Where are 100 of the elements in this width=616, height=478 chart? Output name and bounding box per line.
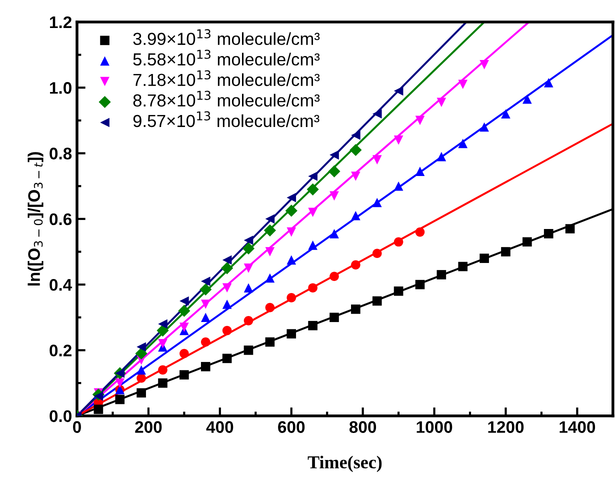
legend-label: 9.57×10$^{13}$ molecule/cm³ bbox=[133, 111, 320, 128]
point bbox=[394, 181, 404, 191]
point bbox=[458, 138, 468, 148]
point bbox=[394, 286, 404, 296]
point bbox=[264, 224, 276, 236]
y-tick-label: 0.8 bbox=[50, 148, 72, 160]
point bbox=[158, 378, 168, 388]
point bbox=[200, 283, 212, 296]
point bbox=[458, 80, 468, 90]
point bbox=[480, 254, 489, 263]
x-tick-label: 1400 bbox=[560, 421, 596, 433]
point bbox=[522, 94, 532, 104]
y-tick-label: 1.0 bbox=[50, 82, 72, 94]
x-axis-title: Time(sec) bbox=[308, 456, 382, 472]
point bbox=[351, 210, 360, 220]
point bbox=[158, 365, 168, 375]
point bbox=[351, 172, 360, 181]
point bbox=[244, 264, 254, 273]
point bbox=[480, 60, 489, 70]
x-tick-label: 400 bbox=[206, 421, 234, 433]
point bbox=[372, 109, 382, 119]
point bbox=[200, 276, 210, 286]
point bbox=[415, 116, 425, 126]
point bbox=[222, 354, 232, 364]
point bbox=[501, 247, 510, 256]
point bbox=[565, 224, 575, 234]
point bbox=[330, 272, 339, 282]
point bbox=[94, 404, 104, 414]
point bbox=[501, 109, 510, 119]
point bbox=[178, 304, 190, 317]
point bbox=[221, 262, 234, 274]
y-tick-label: 1.2 bbox=[50, 16, 72, 28]
point bbox=[244, 346, 254, 355]
point bbox=[244, 236, 254, 245]
point bbox=[180, 348, 189, 358]
point bbox=[244, 283, 254, 293]
point bbox=[330, 150, 339, 160]
point bbox=[308, 240, 318, 250]
point bbox=[458, 262, 468, 272]
point bbox=[286, 329, 296, 338]
point bbox=[415, 166, 425, 176]
point bbox=[544, 229, 554, 238]
point bbox=[222, 255, 232, 265]
point bbox=[265, 214, 275, 224]
point bbox=[222, 300, 232, 309]
point bbox=[135, 347, 148, 360]
point bbox=[394, 135, 404, 145]
point bbox=[306, 183, 319, 196]
point bbox=[285, 204, 298, 217]
point bbox=[222, 326, 232, 336]
point bbox=[350, 144, 362, 156]
point bbox=[328, 165, 340, 178]
point bbox=[286, 192, 296, 202]
point bbox=[480, 122, 489, 132]
point bbox=[436, 98, 446, 108]
point bbox=[242, 242, 255, 255]
point bbox=[308, 320, 318, 330]
point bbox=[136, 373, 146, 383]
point bbox=[436, 270, 446, 280]
point bbox=[136, 342, 146, 352]
point bbox=[330, 229, 339, 238]
y-tick-label: 0.6 bbox=[50, 213, 72, 226]
point bbox=[286, 293, 296, 302]
y-tick-label: 0.2 bbox=[50, 344, 72, 356]
point bbox=[330, 191, 339, 201]
point bbox=[180, 322, 189, 332]
legend-label: 8.78×10$^{13}$ molecule/cm³ bbox=[133, 90, 320, 107]
point bbox=[200, 312, 210, 322]
point bbox=[351, 304, 360, 314]
point bbox=[265, 302, 275, 312]
x-tick-label: 1200 bbox=[488, 421, 524, 433]
x-tick-label: 1000 bbox=[416, 421, 452, 433]
point bbox=[136, 388, 146, 398]
x-tick-label: 0 bbox=[73, 421, 81, 433]
point bbox=[180, 370, 189, 380]
legend-label: 5.58×10$^{13}$ molecule/cm³ bbox=[133, 50, 320, 66]
point bbox=[115, 394, 125, 404]
point bbox=[394, 237, 404, 247]
point bbox=[115, 378, 125, 388]
point bbox=[136, 365, 146, 375]
point bbox=[265, 247, 275, 256]
point bbox=[351, 260, 360, 270]
point bbox=[351, 130, 360, 140]
point bbox=[308, 283, 318, 293]
point bbox=[180, 296, 189, 306]
y-tick-label: 0.0 bbox=[50, 410, 72, 422]
legend-label: 3.99×10$^{13}$ molecule/cm³ bbox=[133, 29, 320, 46]
point bbox=[415, 280, 425, 290]
point bbox=[265, 273, 275, 283]
point bbox=[200, 362, 210, 372]
point bbox=[158, 338, 168, 348]
point bbox=[415, 227, 425, 237]
point bbox=[244, 316, 254, 326]
point bbox=[200, 300, 210, 309]
point bbox=[286, 255, 296, 265]
point bbox=[544, 78, 554, 88]
point bbox=[436, 152, 446, 162]
point bbox=[222, 283, 232, 293]
point bbox=[372, 198, 382, 208]
point bbox=[156, 324, 169, 337]
